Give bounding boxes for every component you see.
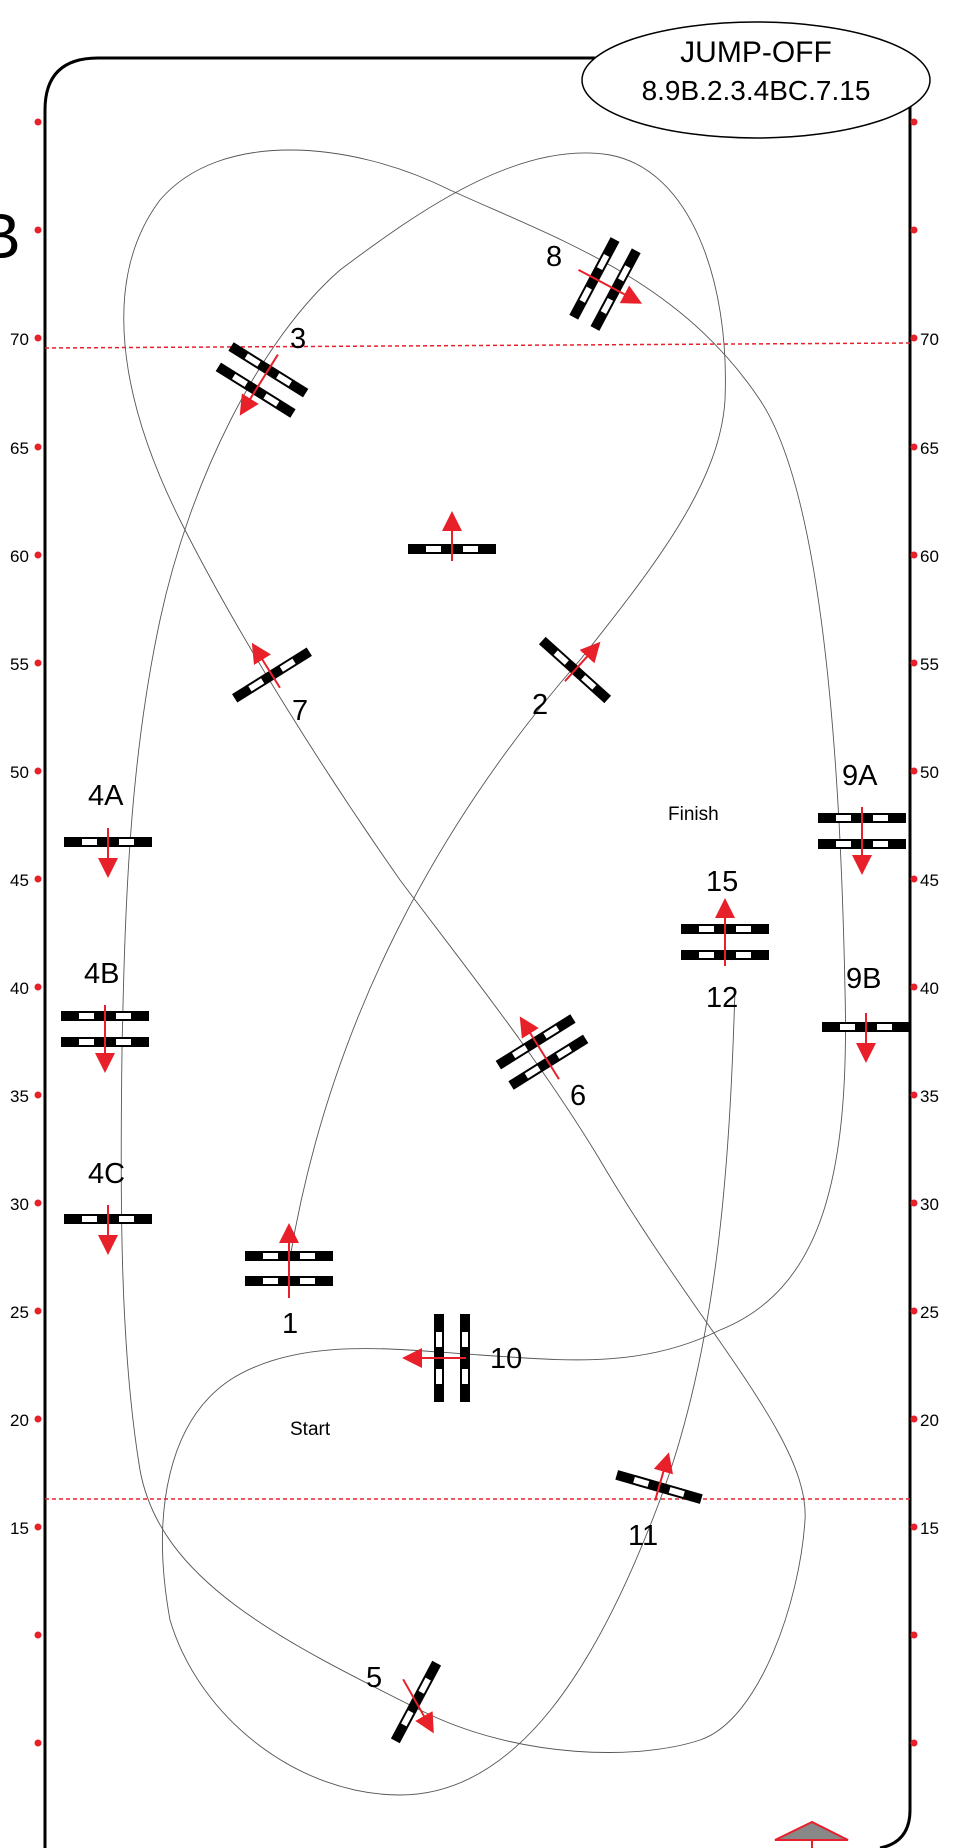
obstacle-4c-label: 4C [88, 1158, 125, 1190]
jump-off-ellipse [581, 21, 931, 139]
tick-right-40: 40 [920, 979, 939, 998]
obstacle-2-label: 2 [532, 689, 548, 721]
tick-right-25: 25 [920, 1303, 939, 1322]
tick-left-45: 45 [10, 871, 29, 890]
obstacle-11 [615, 1452, 703, 1504]
start-marker: Start [290, 1419, 331, 1440]
obstacle-7 [232, 642, 312, 703]
obstacle-2 [538, 636, 612, 704]
tick-left-40: 40 [10, 979, 29, 998]
obstacle-9a-label: 9A [842, 760, 878, 792]
tick-left-35: 35 [10, 1087, 29, 1106]
obstacle-10-label: 10 [490, 1343, 522, 1375]
obstacle-9b [822, 1013, 910, 1063]
obstacle-3-label: 3 [290, 323, 306, 355]
obstacle-4b [61, 1005, 149, 1073]
tick-right-50: 50 [920, 763, 939, 782]
tick-left-70: 70 [10, 330, 29, 349]
obstacle-1 [245, 1223, 333, 1298]
tick-right-15: 15 [920, 1519, 939, 1538]
obstacle-5 [390, 1660, 442, 1744]
tick-right-60: 60 [920, 547, 939, 566]
corner-fragment: B [0, 200, 21, 272]
obstacle-7-label: 7 [292, 695, 308, 727]
obstacle-12-15 [681, 898, 769, 966]
obstacle-1-label: 1 [282, 1308, 298, 1340]
border-dots [34, 118, 918, 1747]
entry-gate [774, 1820, 849, 1841]
obstacle-3 [215, 342, 309, 418]
arena-border [43, 56, 912, 1848]
tick-right-55: 55 [920, 655, 939, 674]
obstacle-4b-label: 4B [84, 958, 119, 990]
obstacle-11-label: 11 [628, 1520, 658, 1552]
tick-right-70: 70 [920, 330, 939, 349]
obstacle-8-label: 8 [546, 241, 562, 273]
finish-marker: Finish [668, 804, 719, 825]
dashed-line-upper [44, 342, 911, 349]
obstacle-10 [402, 1314, 470, 1402]
obstacle-9a [818, 807, 906, 875]
tick-right-35: 35 [920, 1087, 939, 1106]
tick-left-20: 20 [10, 1411, 29, 1430]
tick-left-50: 50 [10, 763, 29, 782]
riding-path [120, 149, 846, 1796]
tick-left-60: 60 [10, 547, 29, 566]
jump-off-sequence: 8.9B.2.3.4BC.7.15 [642, 75, 871, 106]
tick-left-30: 30 [10, 1195, 29, 1214]
tick-right-20: 20 [920, 1411, 939, 1430]
obstacle-15-label: 15 [706, 866, 738, 898]
obstacle-unnumbered [408, 511, 496, 561]
tick-left-55: 55 [10, 655, 29, 674]
obstacle-9b-label: 9B [846, 963, 881, 995]
obstacle-6-label: 6 [570, 1080, 586, 1112]
tick-left-15: 15 [10, 1519, 29, 1538]
obstacle-12-label: 12 [706, 982, 738, 1014]
obstacle-8 [569, 237, 643, 331]
tick-left-65: 65 [10, 439, 29, 458]
obstacle-4a [64, 828, 152, 878]
scale-right: 70 65 60 55 50 45 40 35 30 25 20 15 [920, 330, 939, 1538]
obstacle-4a-label: 4A [88, 780, 124, 812]
tick-right-65: 65 [920, 439, 939, 458]
obstacle-4c [64, 1205, 152, 1255]
tick-left-25: 25 [10, 1303, 29, 1322]
jump-off-title: JUMP-OFF [680, 36, 832, 69]
tick-right-45: 45 [920, 871, 939, 890]
obstacle-6 [495, 1014, 589, 1090]
obstacle-5-label: 5 [366, 1662, 382, 1694]
tick-right-30: 30 [920, 1195, 939, 1214]
scale-left: 70 65 60 55 50 45 40 35 30 25 20 15 [10, 330, 29, 1538]
